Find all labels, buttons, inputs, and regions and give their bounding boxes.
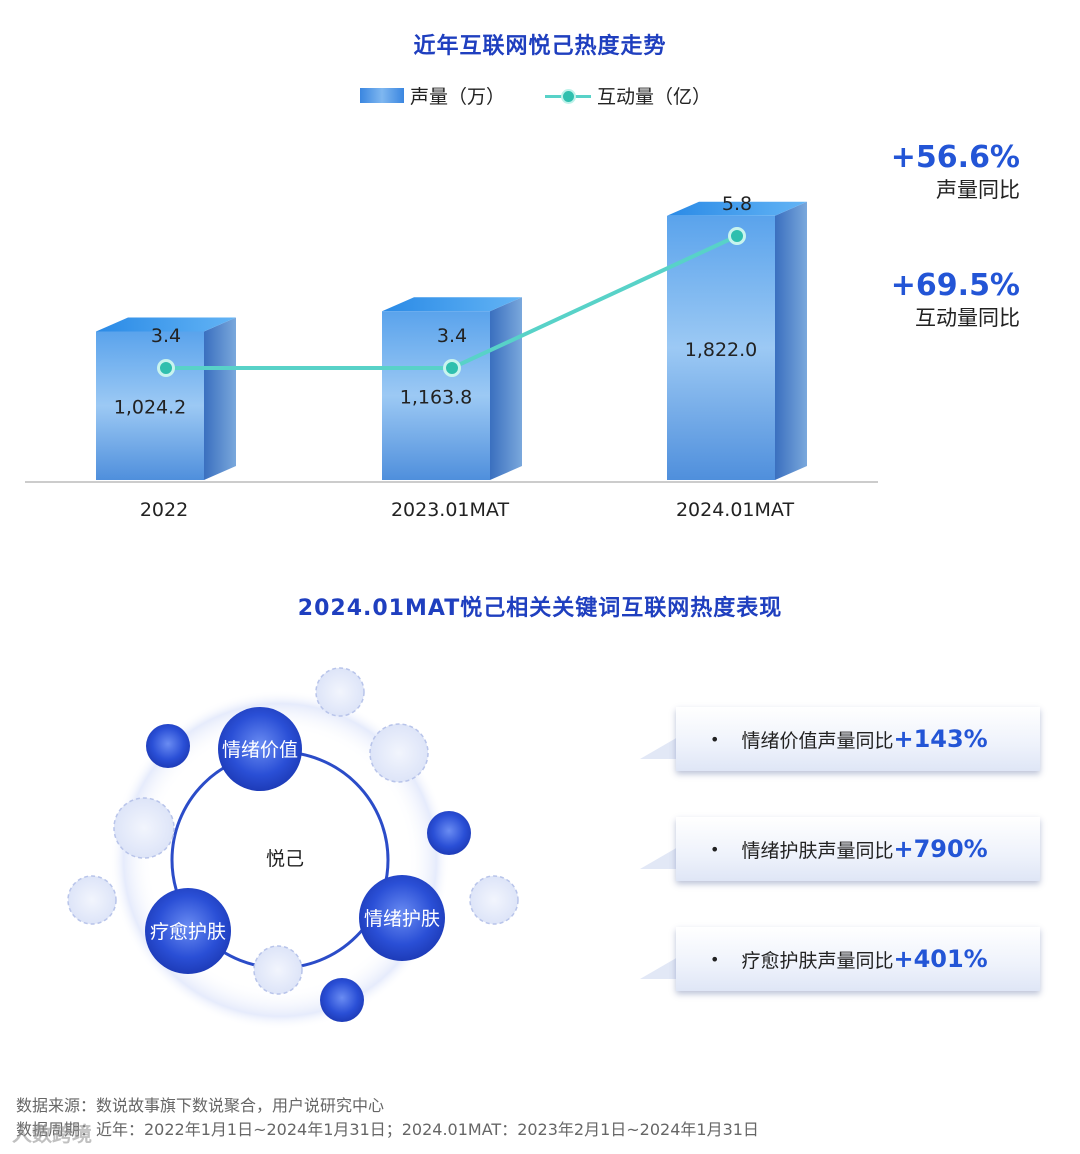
legend-bar-swatch: [360, 88, 404, 103]
bar-side: [775, 201, 807, 480]
callout-text: 疗愈护肤声量同比: [741, 949, 894, 972]
blue-dot: [427, 811, 471, 855]
bar-line-chart: 1,024.2 2022 1,163.8 2023.01MAT 1,822.0 2024.…: [25, 193, 878, 521]
yoy-interaction: +69.5% 互动量同比: [891, 268, 1020, 332]
pale-bubble: [67, 875, 117, 925]
line-value-label: 3.4: [151, 325, 181, 347]
bar-top: [96, 317, 236, 332]
pale-bubble: [113, 797, 175, 859]
keyword-bubble-healing-skincare: [145, 888, 231, 974]
watermark: 人数跨境: [12, 1122, 92, 1146]
yoy-interaction-value: +69.5%: [890, 268, 1020, 303]
legend-line-swatch: [545, 88, 592, 104]
legend-item-volume: 声量（万）: [360, 82, 505, 109]
callout-bullet: •: [710, 839, 720, 859]
callout-bullet: •: [710, 949, 720, 969]
center-label: 悦己: [266, 848, 304, 870]
yoy-volume-value: +56.6%: [890, 140, 1020, 175]
bar-side: [204, 317, 236, 480]
callout-text: 情绪护肤声量同比: [741, 839, 894, 862]
keyword-bubble-emotional-value: [218, 707, 302, 791]
pale-bubble: [253, 945, 303, 995]
line-point: [443, 359, 461, 377]
callout-text: 情绪价值声量同比: [741, 729, 894, 752]
legend-item-interaction: 互动量（亿）: [545, 82, 711, 109]
callout-healing-skincare: • 疗愈护肤声量同比 +401%: [640, 927, 1040, 991]
callout-bullet: •: [710, 729, 720, 749]
pale-bubble: [315, 667, 365, 717]
callout-emotional-value: • 情绪价值声量同比 +143%: [640, 707, 1040, 771]
yoy-volume-label: 声量同比: [936, 178, 1020, 202]
keyword-label: 疗愈护肤: [150, 921, 226, 943]
chart-title: 近年互联网悦己热度走势: [413, 34, 667, 59]
bar-top: [382, 297, 522, 312]
line-point: [157, 359, 175, 377]
x-tick-label: 2023.01MAT: [391, 499, 509, 521]
callout-emotional-skincare: • 情绪护肤声量同比 +790%: [640, 817, 1040, 881]
x-tick-label: 2024.01MAT: [676, 499, 794, 521]
bar-top: [667, 201, 807, 216]
section2-title: 2024.01MAT悦己相关关键词互联网热度表现: [297, 596, 783, 621]
keyword-label: 情绪价值: [222, 739, 298, 761]
line-value-label: 3.4: [437, 325, 467, 347]
bar: [96, 331, 204, 480]
keyword-label: 情绪护肤: [364, 908, 440, 930]
callout-percent: +790%: [893, 835, 988, 863]
line-value-label: 5.8: [722, 193, 752, 215]
callout-percent: +401%: [893, 945, 988, 973]
footer-source: 数据来源：数说故事旗下数说聚合，用户说研究中心: [16, 1096, 385, 1115]
bar-value-label: 1,024.2: [114, 397, 187, 419]
footer-period: 数据周期：近年：2022年1月1日~2024年1月31日；2024.01MAT：…: [16, 1120, 759, 1139]
yoy-volume: +56.6% 声量同比: [891, 140, 1020, 204]
legend-label-interaction: 互动量（亿）: [597, 86, 712, 108]
pale-bubble: [469, 875, 519, 925]
yoy-interaction-label: 互动量同比: [915, 306, 1020, 330]
keyword-bubble-emotional-skincare: [359, 875, 445, 961]
callout-percent: +143%: [893, 725, 988, 753]
bar-value-label: 1,822.0: [685, 339, 758, 361]
bar: [382, 311, 490, 480]
bar-side: [490, 297, 522, 480]
legend-label-volume: 声量（万）: [410, 86, 506, 108]
line-point: [728, 227, 746, 245]
pale-bubble: [369, 723, 429, 783]
chart-legend: 声量（万） 互动量（亿）: [360, 82, 711, 109]
blue-dot: [320, 978, 364, 1022]
blue-dot: [146, 724, 190, 768]
x-tick-label: 2022: [140, 499, 188, 521]
keyword-cloud: 情绪价值 疗愈护肤 情绪护肤 悦己: [67, 667, 519, 1030]
bar-value-label: 1,163.8: [400, 387, 473, 409]
